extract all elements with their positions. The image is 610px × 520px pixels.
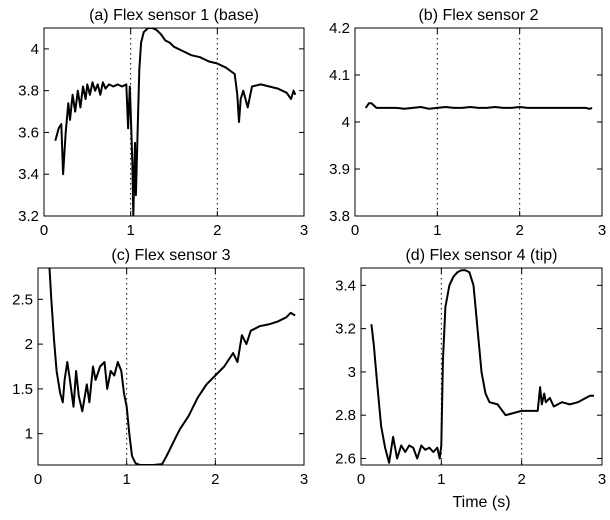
series-line xyxy=(371,270,594,463)
panel-flex-sensor-3: (c) Flex sensor 3 0 1 2 3 1 1.5 2 2.5 xyxy=(12,247,308,488)
x-tick-label: 1 xyxy=(433,222,441,239)
y-tick-label: 3.4 xyxy=(335,277,356,294)
series-line xyxy=(55,28,295,216)
axes-frame xyxy=(355,28,602,216)
y-tick-label: 2.5 xyxy=(12,291,33,308)
y-tick-label: 3.8 xyxy=(18,83,39,100)
y-tick-label: 1 xyxy=(25,426,33,443)
panel-flex-sensor-2: (b) Flex sensor 2 0 1 2 3 3.8 3.9 4 4.1 4.2 xyxy=(329,7,606,239)
y-tick-label: 3.2 xyxy=(18,208,39,225)
x-tick-label: 2 xyxy=(515,222,523,239)
x-tick-label: 0 xyxy=(357,471,365,488)
y-tick-label: 3.6 xyxy=(18,124,39,141)
x-tick-label: 1 xyxy=(437,471,445,488)
x-tick-label: 0 xyxy=(34,471,42,488)
y-tick-label: 3.4 xyxy=(18,166,39,183)
y-tick-label: 2 xyxy=(25,336,33,353)
chart-title: (d) Flex sensor 4 (tip) xyxy=(405,247,557,264)
x-tick-label: 1 xyxy=(122,471,130,488)
series-line xyxy=(366,103,592,109)
axes-frame xyxy=(38,268,304,465)
panel-flex-sensor-1: (a) Flex sensor 1 (base) 0 1 2 3 3.2 3.4 3.6 3.8… xyxy=(18,7,308,239)
y-tick-label: 2.6 xyxy=(335,451,356,468)
y-tick-label: 1.5 xyxy=(12,381,33,398)
chart-title: (a) Flex sensor 1 (base) xyxy=(89,7,259,24)
x-tick-label: 3 xyxy=(300,222,308,239)
chart-title: (c) Flex sensor 3 xyxy=(111,247,230,264)
y-tick-label: 3 xyxy=(348,364,356,381)
y-tick-label: 2.8 xyxy=(335,407,356,424)
x-tick-label: 3 xyxy=(598,222,606,239)
y-tick-label: 3.8 xyxy=(329,208,350,225)
x-tick-label: 2 xyxy=(517,471,525,488)
y-tick-label: 4.1 xyxy=(329,67,350,84)
y-tick-label: 4 xyxy=(31,41,39,58)
y-tick-label: 3.9 xyxy=(329,161,350,178)
panel-flex-sensor-4: (d) Flex sensor 4 (tip) 0 1 2 3 2.6 2.8 3 3.2 3.4… xyxy=(335,247,606,511)
x-axis-label: Time (s) xyxy=(452,494,510,511)
x-tick-label: 3 xyxy=(598,471,606,488)
axes-frame xyxy=(44,28,304,216)
x-tick-label: 2 xyxy=(211,471,219,488)
x-tick-label: 0 xyxy=(351,222,359,239)
y-tick-label: 3.2 xyxy=(335,321,356,338)
x-tick-label: 1 xyxy=(126,222,134,239)
x-tick-label: 0 xyxy=(40,222,48,239)
series-line xyxy=(50,268,296,465)
y-tick-label: 4.2 xyxy=(329,20,350,37)
x-tick-label: 2 xyxy=(213,222,221,239)
x-tick-label: 3 xyxy=(300,471,308,488)
y-tick-label: 4 xyxy=(342,114,350,131)
chart-title: (b) Flex sensor 2 xyxy=(418,7,538,24)
